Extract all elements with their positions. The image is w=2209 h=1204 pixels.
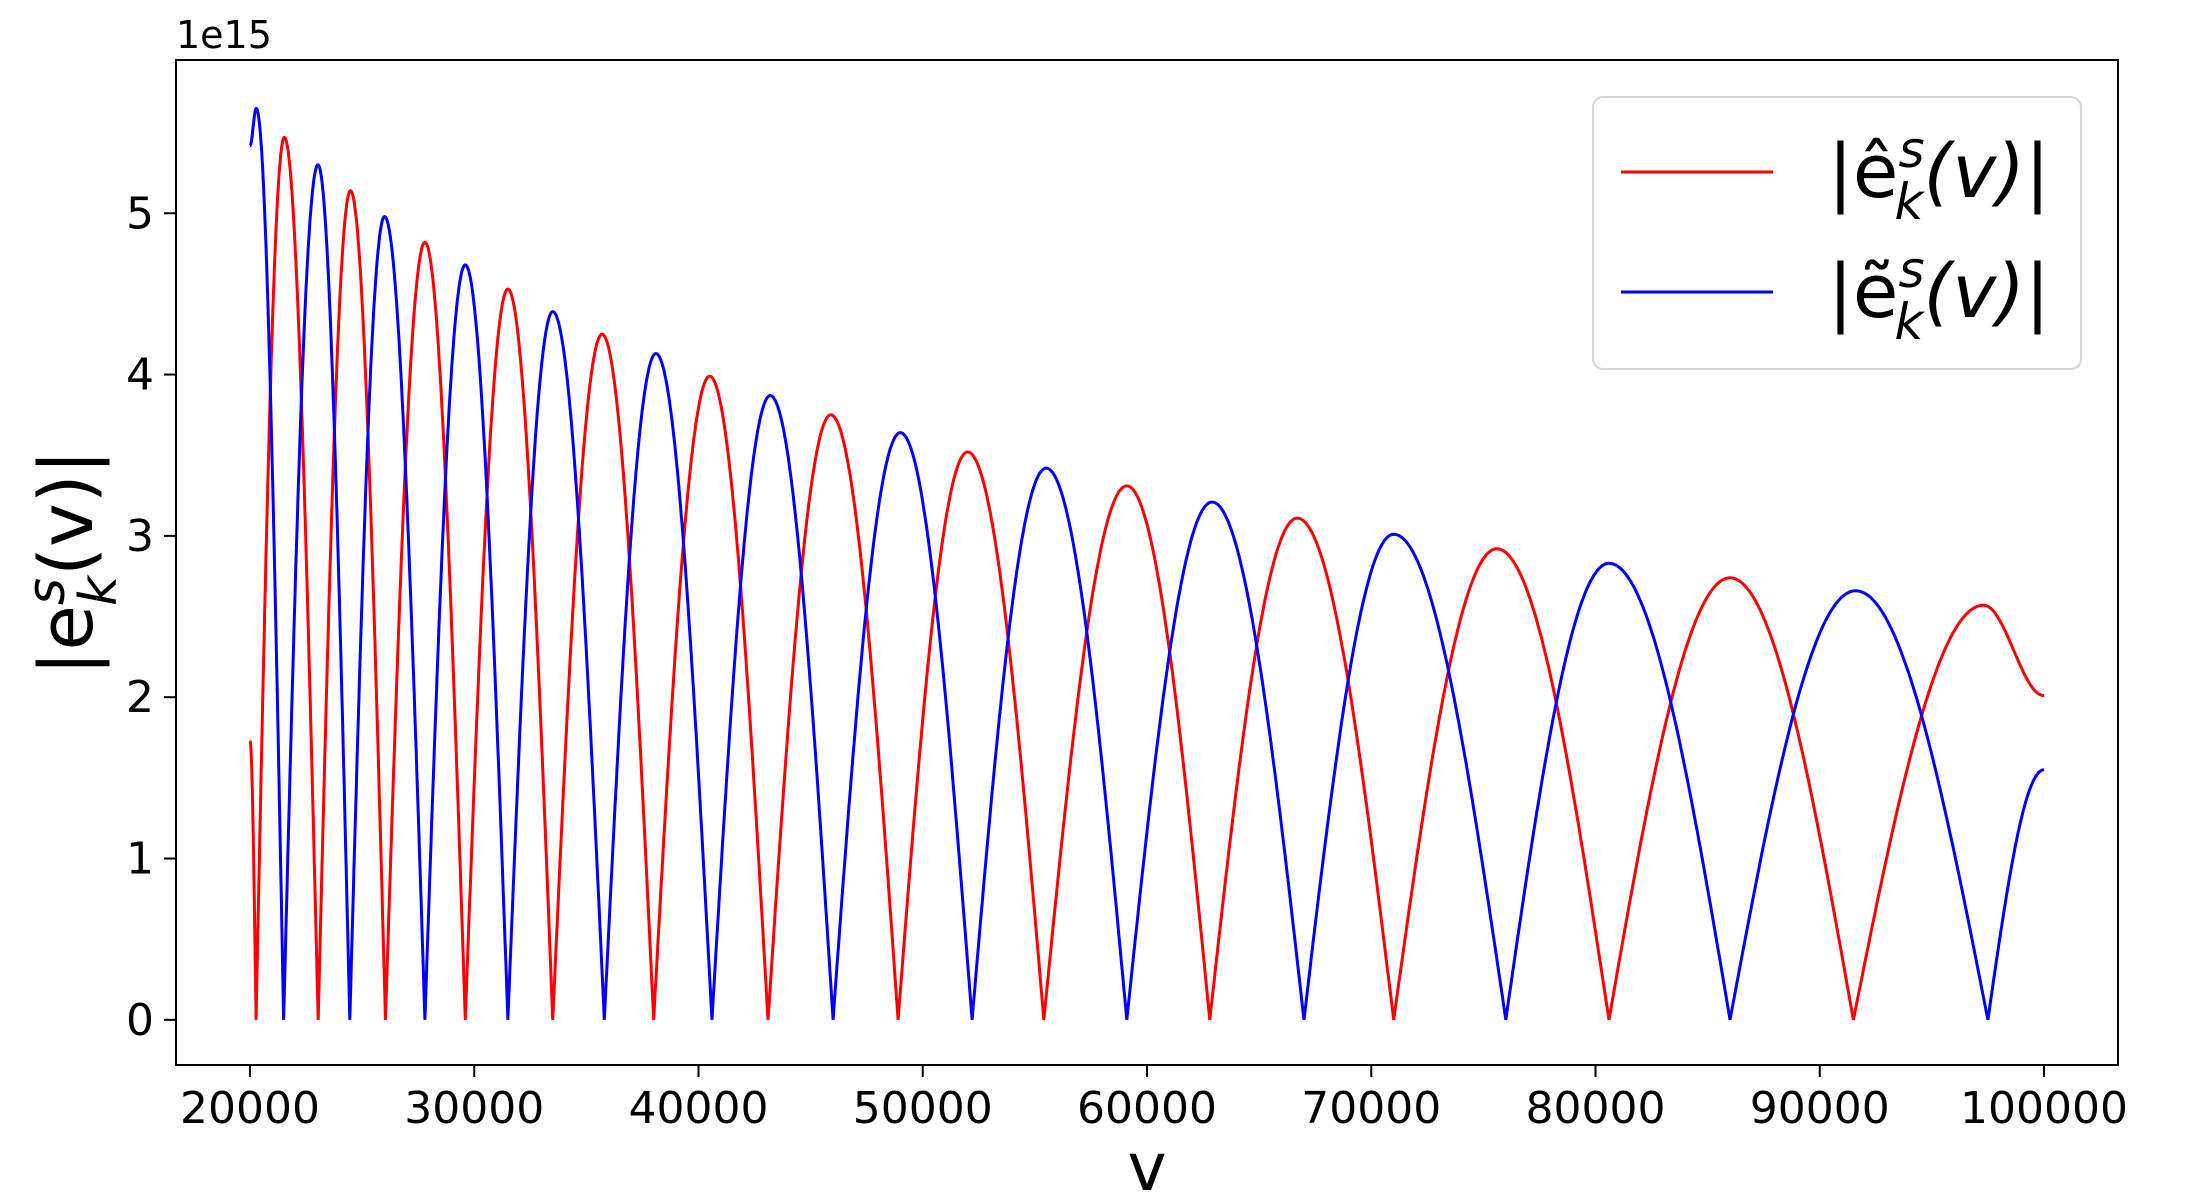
x-tick-label: 90000 xyxy=(1750,1083,1890,1134)
x-tick-label: 70000 xyxy=(1301,1083,1441,1134)
y-axis-label: |esk(v)| xyxy=(17,449,129,675)
x-tick-label: 50000 xyxy=(853,1083,993,1134)
y-tick-label: 5 xyxy=(126,188,154,239)
y-tick-label: 1 xyxy=(126,834,154,885)
x-tick-label: 40000 xyxy=(629,1083,769,1134)
legend-box xyxy=(1592,96,2082,370)
x-tick-label: 60000 xyxy=(1077,1083,1217,1134)
series-layer xyxy=(248,106,2045,1021)
series-line-1 xyxy=(248,106,2045,1021)
y-tick-label: 3 xyxy=(126,511,154,562)
legend: |ês k(v)||ẽs k(v)| xyxy=(1592,96,2082,370)
x-tick-label: 20000 xyxy=(180,1083,320,1134)
x-axis-ticks: 20000 30000 40000 50000 60000 70000 80000 90000… xyxy=(180,1065,2128,1134)
x-tick-label: 80000 xyxy=(1526,1083,1666,1134)
y-tick-label: 4 xyxy=(126,350,154,401)
y-tick-label: 0 xyxy=(126,995,154,1046)
y-axis-ticks: 0 1 2 3 4 5 xyxy=(126,188,176,1046)
legend-label-1: |ẽs k(v)| xyxy=(1828,241,2050,351)
x-axis-label: v xyxy=(1127,1129,1166,1204)
x-tick-label: 30000 xyxy=(404,1083,544,1134)
y-offset-text: 1e15 xyxy=(176,13,272,57)
y-tick-label: 2 xyxy=(126,672,154,723)
legend-label-0: |ês k(v)| xyxy=(1828,121,2050,231)
x-tick-label: 100000 xyxy=(1960,1083,2128,1134)
